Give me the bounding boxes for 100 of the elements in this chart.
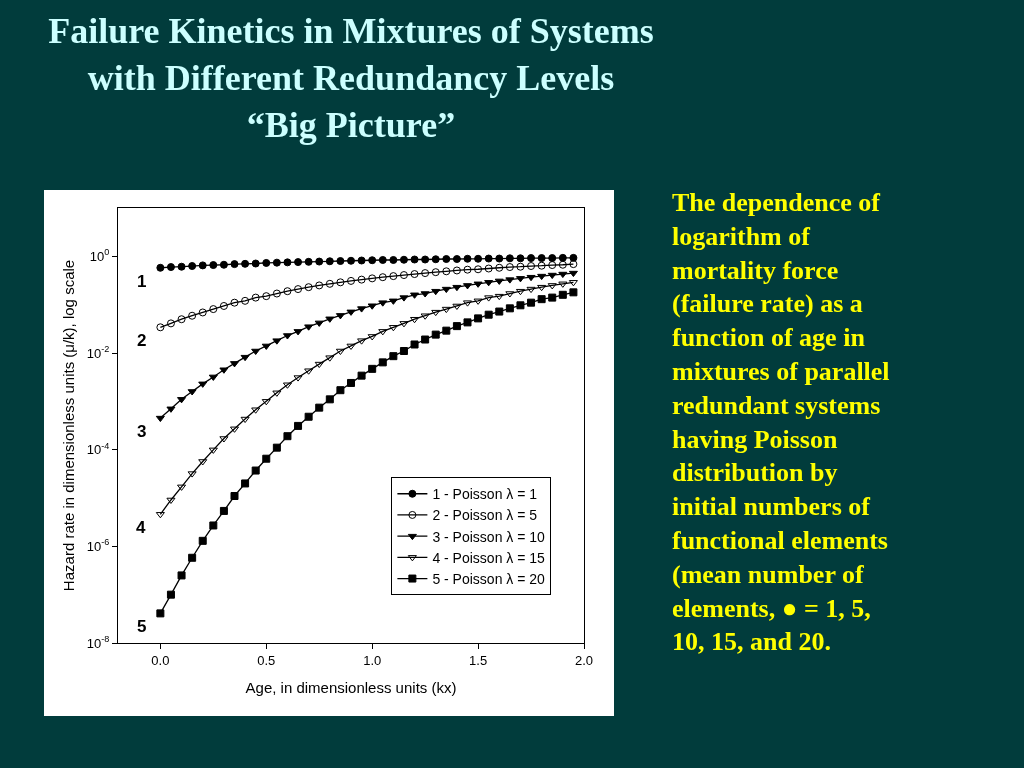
point	[219, 506, 228, 515]
point	[177, 571, 186, 580]
point	[272, 289, 281, 298]
point	[294, 421, 303, 430]
point	[473, 298, 483, 305]
point	[452, 284, 462, 292]
y-tick-label: 10$^{0}$	[89, 247, 110, 264]
point	[558, 260, 567, 269]
point	[156, 263, 165, 272]
point	[262, 258, 271, 267]
y-tick-label: 10$^{-2}$	[86, 344, 110, 361]
point	[389, 352, 398, 361]
point	[272, 338, 282, 345]
point	[484, 254, 493, 263]
point	[389, 255, 398, 264]
point	[441, 286, 451, 294]
point	[420, 313, 430, 320]
point	[526, 274, 536, 282]
point	[410, 316, 420, 324]
point	[367, 303, 377, 310]
point	[262, 292, 271, 301]
point	[474, 265, 483, 274]
point	[304, 283, 313, 292]
point	[484, 280, 494, 287]
y-tick-label: 10$^{-6}$	[86, 537, 110, 554]
point	[251, 407, 261, 414]
point	[431, 309, 441, 317]
point	[526, 286, 536, 294]
point	[315, 403, 324, 412]
point	[272, 390, 282, 397]
point	[431, 268, 440, 277]
point	[410, 292, 420, 299]
point	[272, 258, 281, 267]
point	[378, 273, 387, 282]
text: The dependence of logarithm of mortality force (failure rate) as a function of age in mixtures of parallel redundant systems having Poisson distribution by initial numbers of functional elements (mean number of elements, ● = 1, 5, 10, 15, and 20.	[672, 188, 890, 657]
point	[156, 323, 165, 332]
legend-label: 5 - Poisson λ = 20	[432, 571, 546, 588]
point	[399, 347, 408, 355]
point	[209, 521, 218, 530]
point	[315, 281, 324, 290]
point	[219, 301, 228, 310]
y-tick-label: 10$^{-4}$	[86, 440, 110, 458]
x-tick-label: 2.0	[574, 652, 594, 668]
y-axis-title: Hazard rate in dimensionless units (μ/k), log scale	[60, 259, 78, 592]
point	[515, 288, 525, 296]
point	[505, 263, 514, 272]
point	[261, 343, 271, 350]
point	[208, 374, 218, 381]
point	[294, 285, 303, 294]
legend-label: 3 - Poisson λ = 10	[432, 528, 546, 545]
point	[357, 338, 367, 345]
point	[537, 273, 547, 281]
point	[515, 276, 525, 283]
point	[441, 306, 451, 314]
point	[293, 329, 303, 336]
point	[156, 609, 165, 618]
point	[442, 267, 451, 276]
point	[209, 261, 218, 270]
point	[463, 254, 472, 263]
point	[452, 266, 461, 275]
point	[336, 278, 345, 287]
point	[516, 301, 525, 310]
point	[399, 295, 409, 302]
x-tick-label: 1.5	[469, 652, 488, 668]
point	[208, 447, 218, 454]
point	[527, 298, 536, 307]
point	[347, 378, 355, 387]
point	[431, 330, 440, 339]
point	[452, 303, 462, 310]
point	[230, 298, 239, 307]
legend-label: 4 - Poisson λ = 15	[432, 549, 546, 566]
point	[378, 358, 387, 367]
point	[166, 497, 176, 504]
point	[368, 256, 377, 265]
point	[177, 397, 187, 404]
x-tick-label: 0.5	[257, 652, 276, 668]
point	[166, 406, 176, 413]
point	[516, 262, 525, 271]
point	[155, 415, 165, 423]
point	[283, 258, 292, 267]
point	[378, 329, 388, 336]
point	[198, 261, 207, 270]
chart-title: Failure Kinetics in Mixtures of Systems with Different Redundancy Levels “Big Picture”	[48, 11, 654, 145]
point	[219, 436, 229, 443]
point	[240, 416, 250, 424]
point	[241, 296, 250, 305]
point	[527, 262, 536, 271]
point	[548, 254, 557, 263]
point	[484, 264, 493, 273]
point	[421, 269, 430, 278]
point	[325, 355, 335, 362]
annotation: 5	[137, 617, 147, 636]
point	[294, 258, 303, 267]
point	[537, 254, 546, 263]
point	[410, 340, 419, 349]
point	[505, 277, 515, 284]
point	[219, 260, 228, 269]
point	[198, 381, 208, 388]
point	[505, 304, 514, 313]
point	[558, 290, 567, 299]
